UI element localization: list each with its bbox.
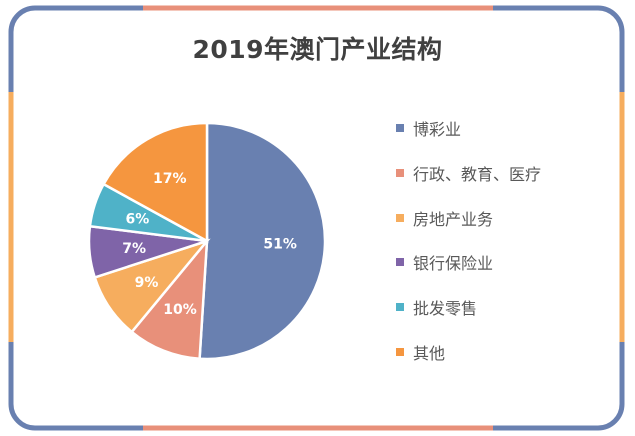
legend-label: 行政、教育、医疗: [413, 164, 542, 184]
pie-slice: [198, 121, 327, 361]
chart-legend: 博彩业行政、教育、医疗 房地产业务银行保险业批发零售其他: [396, 118, 541, 387]
legend-item: 银行保险业: [396, 252, 541, 274]
legend-item: 房地产业务: [396, 208, 541, 229]
legend-swatch: [396, 347, 404, 356]
legend-label: 房地产业务: [413, 209, 494, 229]
legend-item: 行政、教育、医疗: [396, 163, 542, 184]
pie-slice: [130, 237, 209, 361]
slice-data-label: 7%: [122, 241, 146, 257]
legend-label: 其他: [413, 343, 446, 363]
legend-swatch: [396, 124, 404, 132]
legend-swatch: [396, 213, 404, 222]
slice-data-label: 9%: [135, 275, 159, 291]
slice-data-label: 10%: [163, 302, 197, 318]
legend-item: 其他: [396, 342, 541, 363]
chart-title: 2019年澳门产业结构: [192, 35, 443, 64]
legend-label: 批发零售: [413, 299, 478, 319]
legend-swatch: [396, 258, 404, 267]
slice-data-label: 51%: [263, 236, 297, 252]
pie-slice: [101, 121, 209, 244]
legend-item: 批发零售: [396, 297, 541, 319]
legend-item: 博彩业: [396, 118, 541, 139]
slice-data-label: 17%: [153, 171, 187, 187]
slice-data-label: 6%: [126, 211, 150, 227]
legend-swatch: [396, 303, 404, 312]
legend-swatch: [396, 168, 404, 177]
legend-label: 银行保险业: [413, 254, 494, 274]
legend-label: 博彩业: [413, 120, 462, 139]
